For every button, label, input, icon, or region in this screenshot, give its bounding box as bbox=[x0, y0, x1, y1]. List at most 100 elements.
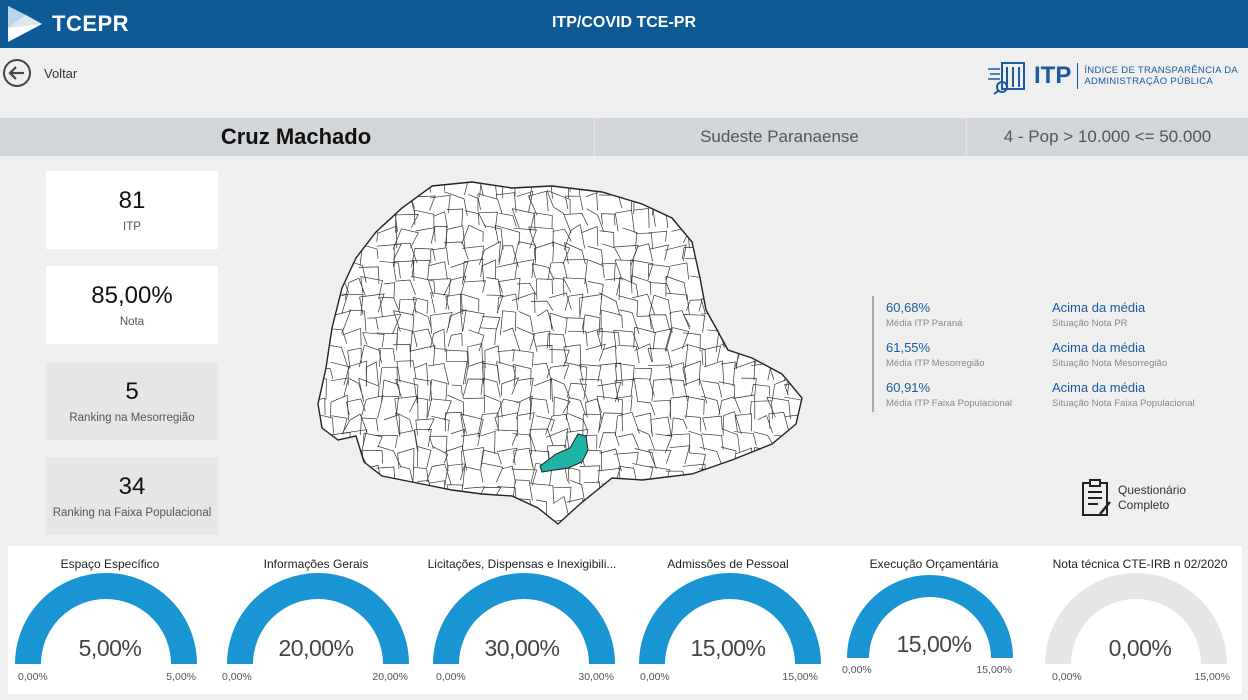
municipality-border bbox=[415, 418, 435, 436]
municipality-border bbox=[501, 465, 517, 484]
municipality-border bbox=[551, 241, 571, 265]
municipality-border bbox=[383, 414, 401, 435]
municipality-info-bar: Cruz Machado Sudeste Paranaense 4 - Pop … bbox=[0, 118, 1248, 156]
avg-state: 60,68% Média ITP Paraná bbox=[886, 300, 962, 329]
municipality-border bbox=[445, 412, 467, 435]
municipality-border bbox=[805, 498, 808, 522]
municipality-border bbox=[766, 448, 791, 465]
municipality-border bbox=[467, 343, 483, 366]
municipality-border bbox=[399, 299, 417, 316]
municipality-border bbox=[342, 482, 363, 502]
municipality-border bbox=[669, 445, 691, 464]
municipality-border bbox=[752, 482, 772, 505]
municipality-border bbox=[653, 328, 672, 351]
municipality-border bbox=[801, 278, 802, 302]
municipality-border bbox=[769, 277, 785, 298]
municipality-border bbox=[318, 274, 328, 299]
municipality-border bbox=[360, 417, 379, 436]
municipality-border bbox=[738, 241, 755, 260]
municipality-border bbox=[682, 360, 701, 387]
municipality-border bbox=[703, 228, 721, 245]
municipality-border bbox=[615, 395, 633, 412]
municipality-border bbox=[734, 413, 753, 433]
municipality-border bbox=[483, 225, 504, 250]
status-state-label: Situação Nota PR bbox=[1052, 318, 1128, 329]
municipality-border bbox=[738, 513, 756, 524]
municipality-border bbox=[617, 182, 636, 198]
back-button[interactable]: Voltar bbox=[2, 58, 77, 88]
gauge-track bbox=[1045, 573, 1227, 665]
parana-municipalities-map[interactable] bbox=[312, 178, 808, 526]
municipality-border bbox=[358, 266, 380, 284]
municipality-border bbox=[734, 431, 757, 446]
municipality-border bbox=[412, 259, 430, 282]
municipality-border bbox=[716, 242, 742, 268]
municipality-border bbox=[341, 413, 368, 434]
municipality-border bbox=[344, 277, 366, 300]
municipality-border bbox=[483, 394, 503, 418]
municipality-border bbox=[518, 377, 534, 401]
municipality-border bbox=[383, 282, 395, 298]
municipality-border bbox=[570, 480, 585, 502]
municipality-border bbox=[805, 350, 808, 363]
municipality-border bbox=[581, 225, 599, 247]
avg-population-label: Média ITP Faixa Populacional bbox=[886, 398, 1013, 409]
municipality-border bbox=[635, 232, 654, 250]
municipality-border bbox=[613, 330, 639, 350]
municipality-border bbox=[446, 208, 464, 227]
population-ranking-value: 34 bbox=[118, 473, 146, 500]
gauge-max: 15,00% bbox=[782, 671, 818, 683]
municipality-border bbox=[684, 415, 702, 432]
municipality-border bbox=[513, 241, 537, 264]
municipality-border bbox=[719, 224, 742, 249]
gauge-informacoes-gerais: Informações Gerais 20,00% 0,00% 20,00% bbox=[214, 546, 418, 694]
municipality-border bbox=[496, 361, 516, 387]
gauge-title: Execução Orçamentária bbox=[869, 557, 999, 571]
municipality-border bbox=[345, 182, 365, 195]
municipality-border bbox=[650, 416, 672, 437]
municipality-border bbox=[318, 192, 329, 208]
municipality-border bbox=[443, 275, 467, 296]
municipality-border bbox=[378, 348, 396, 364]
municipality-border bbox=[602, 243, 622, 260]
municipality-border bbox=[600, 309, 623, 331]
municipality-border bbox=[516, 326, 535, 350]
municipality-border bbox=[630, 259, 654, 283]
municipality-border bbox=[800, 196, 802, 208]
gauge-min: 0,00% bbox=[222, 671, 252, 683]
municipality-border bbox=[567, 330, 588, 347]
avg-population: 60,91% Média ITP Faixa Populacional bbox=[886, 380, 1012, 409]
state-shape bbox=[317, 181, 803, 525]
municipality-border bbox=[630, 275, 652, 295]
municipality-border bbox=[433, 211, 448, 228]
municipality-border bbox=[516, 190, 534, 212]
gauge-min: 0,00% bbox=[18, 671, 48, 683]
municipality-border bbox=[805, 448, 808, 464]
municipality-border bbox=[331, 194, 347, 212]
municipality-border bbox=[701, 380, 723, 398]
municipality-border bbox=[648, 294, 672, 317]
questionnaire-button[interactable]: Questionário Completo bbox=[1080, 478, 1198, 518]
back-label: Voltar bbox=[44, 65, 78, 81]
gauge-title: Informações Gerais bbox=[263, 557, 369, 571]
itp-desc-line2: ADMINISTRAÇÃO PÚBLICA bbox=[1084, 76, 1214, 87]
municipality-border bbox=[432, 182, 446, 191]
municipality-border bbox=[802, 178, 808, 191]
municipality-border bbox=[789, 479, 802, 502]
municipality-border bbox=[582, 434, 598, 450]
municipality-border bbox=[773, 466, 792, 488]
municipality-border bbox=[536, 182, 553, 199]
municipality-border bbox=[461, 501, 482, 518]
gauge-value: 5,00% bbox=[78, 635, 142, 661]
municipality-border bbox=[414, 310, 432, 328]
gauge-min: 0,00% bbox=[1052, 671, 1082, 683]
tcepr-logo-icon bbox=[8, 6, 42, 42]
municipality-border bbox=[599, 230, 615, 248]
gauge-value: 15,00% bbox=[690, 635, 766, 661]
questionnaire-label: Questionário Completo bbox=[1118, 483, 1198, 513]
municipality-border bbox=[449, 182, 470, 196]
highlighted-municipality[interactable] bbox=[539, 433, 589, 473]
municipality-border bbox=[753, 182, 773, 193]
municipality-border bbox=[735, 295, 758, 314]
tcepr-logo[interactable]: TCEPR bbox=[6, 4, 129, 44]
